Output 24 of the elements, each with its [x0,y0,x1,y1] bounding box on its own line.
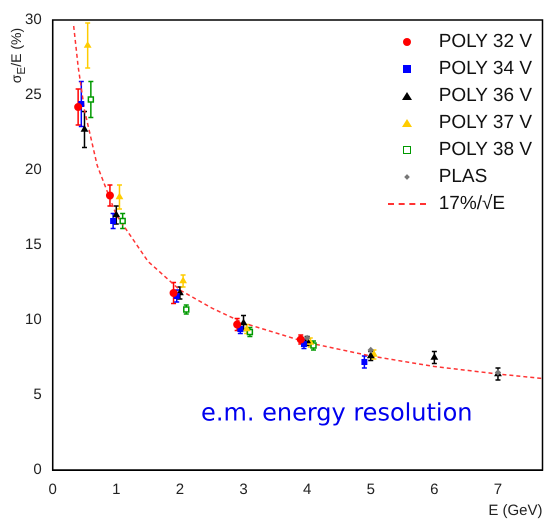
x-tick-label: 0 [48,481,57,498]
x-tick-label: 6 [430,481,439,498]
legend-label: 17%/√E [438,192,506,216]
legend-label: POLY 36 V [438,84,532,108]
x-tick-label: 4 [302,481,312,498]
x-axis-title: E (GeV) [488,502,542,520]
legend-label: POLY 38 V [438,138,532,162]
y-tick-label: 15 [24,236,42,254]
y-tick-label: 10 [24,311,42,328]
legend-label: PLAS [438,165,488,189]
legend-label: POLY 34 V [438,57,532,81]
x-tick-label: 3 [239,481,248,498]
x-tick-label: 5 [366,481,375,498]
y-tick-label: 5 [33,386,42,404]
legend-label: POLY 37 V [438,111,532,135]
x-tick-label: 1 [112,481,120,498]
y-tick-label: 25 [24,86,42,104]
y-tick-label: 0 [33,461,42,478]
annotation: e.m. energy resolution [201,398,472,426]
y-tick-label: 30 [24,11,42,28]
y-tick-label: 20 [24,161,42,178]
x-tick-label: 2 [176,481,184,498]
x-tick-label: 7 [494,481,502,498]
legend-label: POLY 32 V [438,30,532,54]
